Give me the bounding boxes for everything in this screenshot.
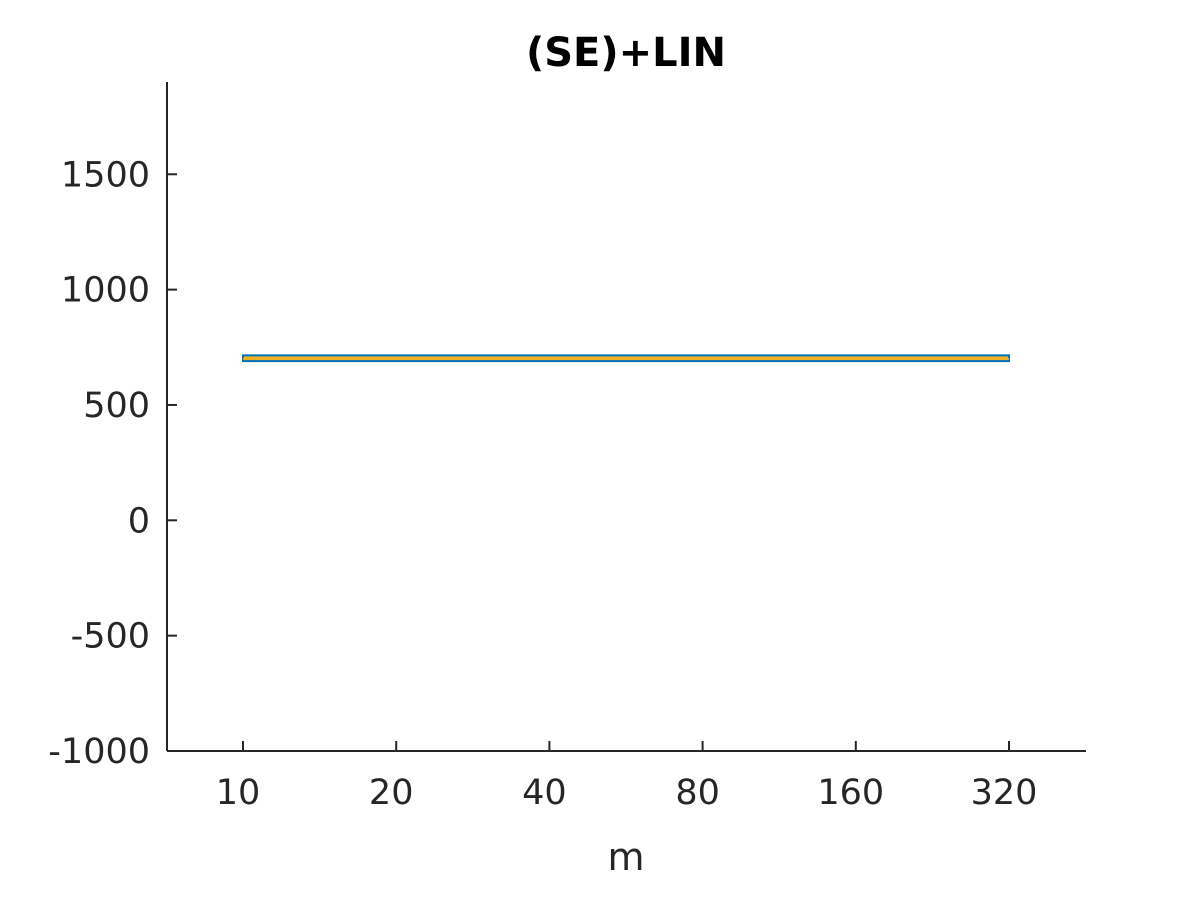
y-tick-label: 500 — [83, 386, 150, 426]
x-tick-label: 10 — [216, 773, 261, 813]
y-tick-label: -500 — [71, 617, 150, 657]
x-tick-label: 80 — [675, 773, 720, 813]
y-tick-label: 1500 — [61, 155, 150, 195]
plot-area — [242, 354, 1010, 363]
y-tick-label: -1000 — [48, 732, 150, 772]
x-tick-label: 40 — [522, 773, 567, 813]
axes: 10 20 40 80 160 320 -1000 -500 0 500 1000 1500 — [48, 82, 1086, 813]
x-axis-label: m — [607, 835, 644, 879]
x-tick-label: 20 — [369, 773, 414, 813]
x-tick-label: 160 — [817, 773, 884, 813]
x-tick-label: 320 — [971, 773, 1038, 813]
chart-title: (SE)+LIN — [526, 30, 726, 76]
y-tick-label: 0 — [128, 501, 150, 541]
y-tick-label: 1000 — [61, 271, 150, 311]
